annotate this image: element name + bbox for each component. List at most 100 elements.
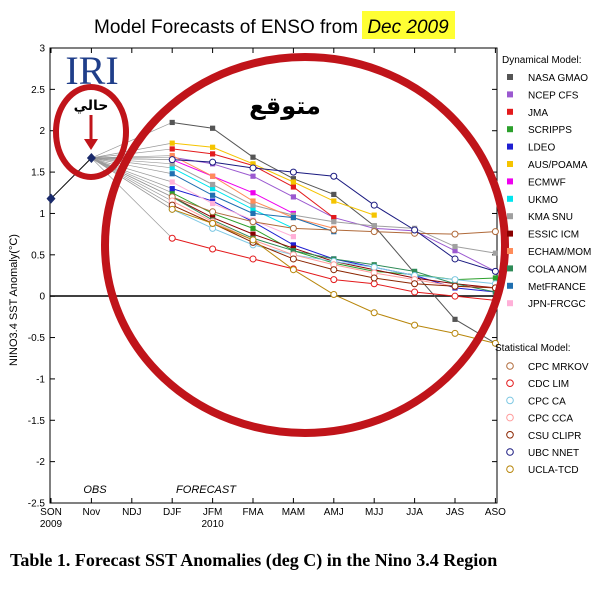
current-highlight-circle	[53, 84, 129, 180]
legend-label: UKMO	[528, 195, 558, 206]
y-axis-label: NINO3.4 SST Anomaly(°C)	[8, 234, 20, 366]
series-connector	[91, 157, 173, 206]
series-aus-poama	[91, 140, 377, 218]
x-tick-label: JFM	[203, 507, 222, 518]
current-annotation: حالي	[74, 98, 109, 114]
series-point	[331, 191, 337, 198]
legend-label: CPC CCA	[528, 414, 573, 425]
series-point	[250, 154, 256, 160]
obs-point	[46, 193, 56, 204]
y-tick-label: 3	[39, 44, 45, 55]
current-arrow-head	[84, 139, 98, 150]
x-tick-label: JJA	[406, 507, 423, 518]
legend-marker	[507, 178, 513, 185]
title-highlight-box	[362, 11, 455, 39]
legend-marker	[507, 74, 513, 80]
legend-marker	[507, 91, 513, 98]
legend-marker	[506, 413, 514, 422]
series-point	[290, 248, 296, 254]
legend-label: AUS/POAMA	[528, 160, 588, 171]
legend-statistical-title: Statistical Model:	[495, 343, 571, 354]
legend-label: KMA SNU	[528, 212, 573, 223]
x-tick-label: MAM	[282, 507, 305, 518]
series-point	[169, 161, 175, 167]
series-ubc-nnet	[91, 156, 499, 275]
series-point	[330, 291, 338, 299]
series-point	[209, 219, 217, 227]
series-point	[491, 339, 499, 347]
series-point	[290, 179, 296, 185]
series-point	[451, 329, 459, 337]
series-connector	[91, 157, 173, 169]
forecast-series	[91, 119, 499, 347]
legend-label: LDEO	[528, 143, 555, 154]
forecast-annotation: متوقع	[249, 92, 321, 120]
x-tick-label: FMA	[242, 507, 263, 518]
series-point	[452, 316, 458, 322]
x-tick-label: Nov	[83, 507, 101, 518]
series-point	[290, 234, 296, 240]
series-point	[168, 234, 176, 242]
series-cpc-mrkov	[91, 157, 499, 238]
legend-marker	[507, 161, 513, 167]
legend-marker	[507, 195, 513, 202]
series-point	[451, 292, 459, 300]
series-point	[249, 255, 257, 263]
obs-label: OBS	[83, 484, 107, 496]
series-point	[451, 276, 459, 284]
y-tick-label: -2.5	[28, 499, 46, 510]
y-tick-label: 2	[39, 126, 45, 137]
series-point	[210, 186, 216, 192]
series-point	[289, 255, 297, 263]
series-point	[370, 228, 378, 236]
series-line	[171, 167, 294, 229]
x-tick-label: ASO	[485, 507, 506, 518]
series-point	[331, 219, 337, 225]
series-point	[411, 321, 419, 329]
x-tick-label: NDJ	[122, 507, 141, 518]
y-tick-label: -1.5	[28, 416, 46, 427]
series-point	[411, 226, 419, 234]
x-tick-label: MJJ	[365, 507, 383, 518]
series-point	[331, 198, 337, 204]
series-point	[370, 201, 378, 209]
series-point	[451, 230, 459, 238]
series-point	[290, 242, 296, 248]
series-point	[209, 208, 217, 216]
series-point	[452, 248, 458, 254]
x-year-label: 2009	[40, 519, 63, 530]
series-point	[370, 309, 378, 317]
enso-forecast-chart: Model Forecasts of ENSO from Dec 2009 -2…	[8, 11, 591, 530]
legend-label: MetFRANCE	[528, 282, 586, 293]
legend-label: UBC NNET	[528, 448, 579, 459]
legend-marker	[506, 465, 514, 474]
series-point	[491, 228, 499, 236]
legend-label: CDC LIM	[528, 379, 569, 390]
series-connector	[91, 157, 173, 210]
legend-marker	[507, 108, 513, 115]
series-point	[412, 268, 418, 274]
series-point	[290, 184, 296, 190]
legend-marker	[507, 213, 513, 220]
series-point	[250, 225, 256, 231]
legend-marker	[506, 379, 514, 388]
y-tick-label: -2	[36, 457, 45, 468]
y-tick-label: 1	[39, 209, 45, 220]
series-point	[330, 266, 338, 274]
x-tick-label: AMJ	[324, 507, 344, 518]
series-point	[370, 274, 378, 282]
chart-title: Model Forecasts of ENSO from	[94, 17, 358, 38]
series-point	[250, 173, 256, 179]
series-point	[289, 224, 297, 232]
series-point	[290, 194, 296, 200]
y-tick-label: 2.5	[31, 85, 45, 96]
series-point	[411, 288, 419, 296]
x-axis: SON Nov NDJ DJF JFM FMA MAM AMJ MJJ JJA JAS ASO 2009…	[40, 48, 506, 530]
series-line	[172, 142, 375, 216]
series-point	[169, 140, 175, 146]
legend-marker	[506, 431, 514, 439]
legend-marker	[507, 300, 513, 307]
series-point	[249, 236, 257, 244]
series-point	[169, 152, 175, 159]
series-connector	[91, 157, 173, 175]
